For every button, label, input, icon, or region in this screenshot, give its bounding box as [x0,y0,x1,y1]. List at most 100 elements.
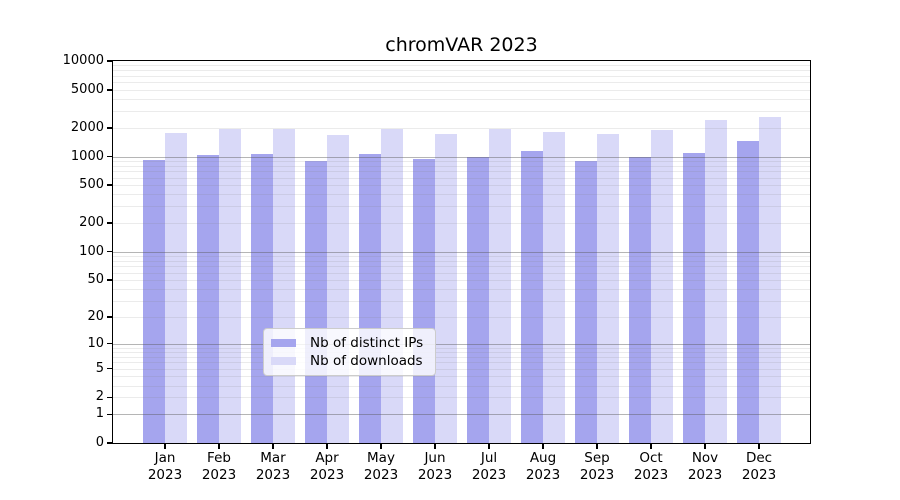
bar-downloads-feb [219,129,241,443]
bar-distinct-ips-feb [197,155,219,443]
bar-distinct-ips-jul [467,157,489,443]
x-tick-month: Jan [154,450,176,466]
x-tick-year: 2023 [147,467,183,483]
x-tick-year: 2023 [201,467,237,483]
x-tick-mark [272,443,274,449]
bar-downloads-dec [759,117,781,443]
x-tick-year: 2023 [309,467,345,483]
x-tick-mark [434,443,436,449]
x-tick-year: 2023 [579,467,615,483]
bar-downloads-aug [543,132,565,443]
x-tick-year: 2023 [741,467,777,483]
minor-gridline [113,260,810,262]
y-tick-label: 2 [95,389,104,405]
y-tick-label: 1 [95,406,104,422]
bar-distinct-ips-oct [629,157,651,443]
y-tick-label: 0 [95,435,104,450]
x-tick-label-aug: Aug 2023 [513,450,573,484]
minor-gridline [113,177,810,179]
minor-gridline [113,368,810,370]
minor-gridline [113,127,810,129]
y-tick-label: 500 [79,177,104,193]
y-tick-mark [106,222,113,224]
minor-gridline [113,65,810,67]
minor-gridline [113,223,810,224]
bar-distinct-ips-dec [737,141,759,443]
x-tick-label-dec: Dec 2023 [729,450,789,484]
x-tick-mark [218,443,220,449]
major-gridline [113,156,810,158]
bar-distinct-ips-sep [575,160,597,443]
y-tick-label: 50 [87,271,104,287]
major-gridline [113,251,810,253]
minor-gridline [113,185,810,187]
y-tick-mark [106,60,113,62]
x-tick-year: 2023 [471,467,507,483]
y-tick-mark [106,127,113,129]
x-tick-label-oct: Oct 2023 [621,450,681,484]
x-tick-label-apr: Apr 2023 [297,450,357,484]
major-gridline [113,343,810,345]
x-tick-month: Oct [639,450,663,466]
y-tick-mark [106,250,113,253]
minor-gridline [113,206,810,208]
x-tick-label-feb: Feb 2023 [189,450,249,484]
minor-gridline [113,347,810,349]
legend-item-distinct-ips: Nb of distinct IPs [271,334,423,352]
minor-gridline [113,316,810,318]
x-tick-mark [650,443,652,449]
x-tick-month: Apr [315,450,339,466]
x-tick-month: May [367,450,395,466]
y-tick-mark [106,413,113,415]
minor-gridline [113,351,810,353]
minor-gridline [113,279,810,281]
minor-gridline [113,82,810,84]
y-tick-label: 2000 [70,119,104,135]
x-tick-label-jan: Jan 2023 [135,450,195,484]
y-tick-label: 200 [79,215,104,230]
bar-distinct-ips-mar [251,154,273,443]
minor-gridline [113,160,810,162]
x-tick-month: Feb [207,450,231,466]
bar-distinct-ips-jan [143,159,165,443]
bar-downloads-nov [705,120,727,443]
y-tick-mark [106,442,113,444]
minor-gridline [113,99,810,100]
legend-swatch-distinct-ips [271,338,296,348]
x-tick-month: Aug [529,450,557,466]
minor-gridline [113,356,810,358]
minor-gridline [113,110,810,112]
x-tick-year: 2023 [417,467,453,483]
x-tick-mark [704,443,706,449]
minor-gridline [113,89,810,91]
x-tick-label-sep: Sep 2023 [567,450,627,484]
major-gridline [113,414,810,416]
x-tick-month: Sep [584,450,610,466]
bar-downloads-jan [165,132,187,443]
x-tick-year: 2023 [363,467,399,483]
legend-label-distinct-ips: Nb of distinct IPs [310,335,424,351]
minor-gridline [113,300,810,302]
x-tick-month: Jul [480,450,498,466]
bar-downloads-oct [651,130,673,443]
y-tick-label: 5 [95,360,104,376]
minor-gridline [113,165,810,167]
x-tick-mark [380,443,382,449]
bar-downloads-sep [597,134,619,443]
bar-downloads-may [381,128,403,443]
y-tick-label: 1000 [70,148,104,164]
legend-label-downloads: Nb of downloads [310,353,423,369]
minor-gridline [113,272,810,274]
x-tick-mark [542,443,544,449]
x-tick-year: 2023 [525,467,561,483]
x-tick-mark [164,443,166,449]
y-tick-mark [106,342,113,345]
x-tick-label-mar: Mar 2023 [243,450,303,484]
y-tick-label: 20 [87,308,104,324]
y-tick-mark [106,367,113,370]
bar-downloads-mar [273,128,295,443]
minor-gridline [113,194,810,196]
bar-downloads-jul [489,129,511,443]
y-tick-label: 10 [87,335,104,351]
